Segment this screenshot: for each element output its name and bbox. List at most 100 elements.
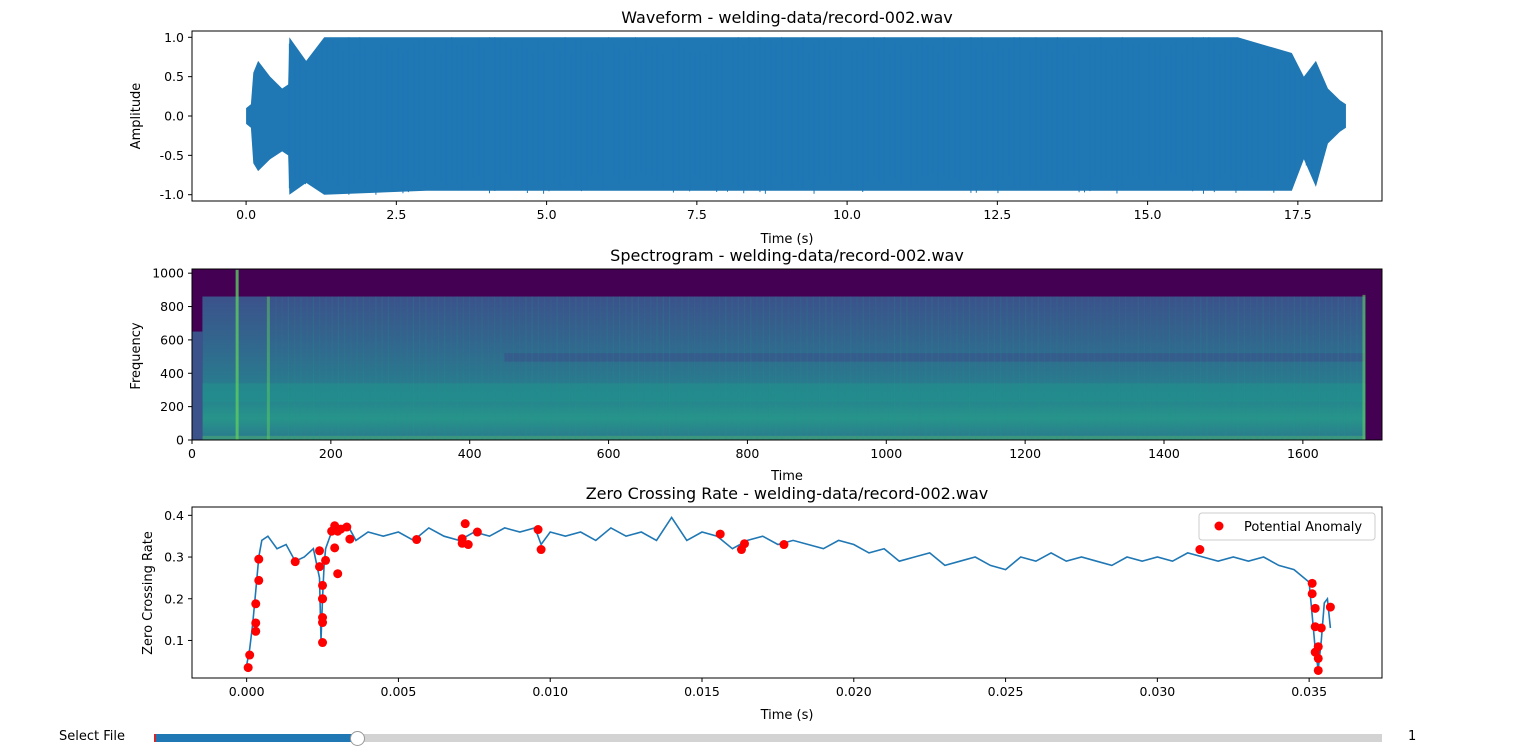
y-tick-label: 0.2: [164, 591, 184, 606]
y-tick-label: 0: [176, 433, 184, 448]
spectrogram-striation: [1143, 296, 1146, 440]
spectrogram-striation: [650, 296, 652, 440]
anomaly-point: [318, 594, 328, 604]
spectrogram-striation: [587, 296, 589, 440]
x-tick-label: 7.5: [687, 207, 707, 222]
spectrogram-band: [202, 383, 1366, 402]
spectrogram-striation: [581, 296, 583, 440]
spectrogram-striation: [287, 296, 290, 440]
spectrogram-striation: [993, 296, 996, 440]
spectrogram-striation: [831, 296, 833, 440]
spectrogram-striation: [1112, 296, 1114, 440]
spectrogram-striation: [456, 296, 458, 440]
y-tick-label: 200: [160, 399, 184, 414]
anomaly-point: [243, 663, 253, 673]
spectrogram-striation: [625, 296, 627, 440]
zcr-y-ticks: 0.1 0.2 0.3 0.4: [164, 508, 192, 648]
spectrogram-striation: [618, 296, 621, 440]
spectrogram-striation: [1243, 296, 1246, 440]
spectrogram-striation: [850, 296, 852, 440]
spectrogram-striation: [943, 296, 946, 440]
anomaly-point: [533, 525, 543, 535]
spectrogram-striation: [387, 296, 389, 440]
spectrogram-striation: [781, 296, 783, 440]
spectrogram-striation: [968, 296, 971, 440]
spectrogram-striation: [718, 296, 721, 440]
zcr-axes: Zero Crossing Rate - welding-data/record…: [141, 484, 1383, 723]
legend-box: [1198, 512, 1376, 541]
anomaly-point: [463, 540, 473, 550]
spectrogram-striation: [768, 296, 771, 440]
spectrogram-striation: [1293, 296, 1296, 440]
x-tick-label: 15.0: [1134, 207, 1162, 222]
zcr-x-label: Time (s): [760, 708, 814, 723]
x-tick-label: 1000: [870, 446, 902, 461]
spectrogram-striation: [706, 296, 708, 440]
y-tick-label: 400: [160, 366, 184, 381]
spectrogram-striation: [425, 296, 427, 440]
spectrogram-striation: [812, 296, 814, 440]
spectrogram-striation: [1175, 296, 1177, 440]
spectrogram-striation: [506, 296, 508, 440]
file-slider-value: 1: [1408, 729, 1417, 744]
spectrogram-striation: [775, 296, 777, 440]
x-tick-label: 10.0: [833, 207, 861, 222]
spectrogram-striation: [575, 296, 577, 440]
spectrogram-striation: [725, 296, 727, 440]
spectrogram-energy-body: [202, 296, 1366, 440]
y-tick-label: 1000: [152, 266, 184, 281]
anomaly-point: [779, 540, 789, 550]
spectrogram-striation: [1275, 296, 1277, 440]
spectrogram-striation: [612, 296, 614, 440]
spectrogram-striation: [606, 296, 608, 440]
spectrogram-striation: [843, 296, 846, 440]
spectrogram-striation: [687, 296, 689, 440]
waveform-title: Waveform - welding-data/record-002.wav: [621, 8, 953, 27]
anomaly-point: [251, 618, 261, 628]
spectrogram-striation: [1031, 296, 1033, 440]
spectrogram-striation: [1106, 296, 1108, 440]
spectrogram-striation: [419, 296, 421, 440]
x-tick-label: 0: [188, 446, 196, 461]
zcr-anomaly-points: [243, 519, 1335, 675]
spectrogram-striation: [956, 296, 958, 440]
zcr-plot-area: [192, 507, 1382, 678]
x-tick-label: 600: [597, 446, 621, 461]
spectrogram-image: [192, 269, 1382, 440]
file-slider-start-marker: [154, 734, 156, 742]
anomaly-point: [1310, 603, 1320, 613]
spectrogram-title: Spectrogram - welding-data/record-002.wa…: [610, 246, 964, 265]
spectrogram-striation: [1037, 296, 1039, 440]
spectrogram-striation: [1056, 296, 1058, 440]
zcr-title: Zero Crossing Rate - welding-data/record…: [586, 484, 989, 503]
spectrogram-axes: Spectrogram - welding-data/record-002.wa…: [129, 246, 1383, 484]
spectrogram-striation: [856, 296, 858, 440]
file-slider-handle[interactable]: [349, 731, 365, 746]
spectrogram-striation: [1075, 296, 1077, 440]
spectrogram-striation: [1087, 296, 1089, 440]
spectrogram-striation: [1012, 296, 1014, 440]
y-tick-label: 600: [160, 332, 184, 347]
spectrogram-frame: [191, 268, 1383, 441]
file-slider-track[interactable]: [154, 734, 1382, 742]
spectrogram-striation: [631, 296, 633, 440]
spectrogram-striation: [862, 296, 864, 440]
spectrogram-striation: [1262, 296, 1264, 440]
anomaly-point: [715, 529, 725, 539]
spectrogram-striation: [1225, 296, 1227, 440]
anomaly-point: [1313, 653, 1323, 663]
spectrogram-striation: [556, 296, 558, 440]
spectrogram-striation: [431, 296, 433, 440]
spectrogram-striation: [750, 296, 752, 440]
spectrogram-striation: [887, 296, 889, 440]
anomaly-point: [1307, 578, 1317, 588]
spectrogram-striation: [662, 296, 664, 440]
spectrogram-striation: [319, 296, 321, 440]
legend-entry-potential-anomaly: Potential Anomaly: [1244, 520, 1362, 535]
y-tick-label: 0.1: [164, 633, 184, 648]
anomaly-point: [245, 650, 255, 660]
spectrogram-striation: [1168, 296, 1171, 440]
x-tick-label: 1400: [1148, 446, 1180, 461]
spectrogram-striation: [1193, 296, 1196, 440]
spectrogram-striation: [1043, 296, 1046, 440]
